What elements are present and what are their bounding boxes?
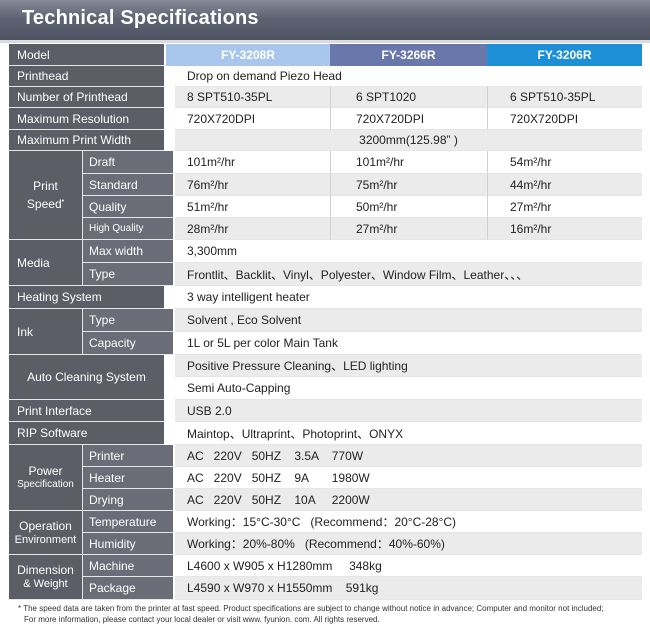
ink-capacity-label: Capacity xyxy=(82,332,173,355)
page-title: Technical Specifications xyxy=(22,7,259,29)
operation-label-line1: Operation xyxy=(19,518,72,533)
header-shine xyxy=(0,0,650,18)
model-label: Model xyxy=(9,44,164,66)
print-speed-label: Print Speed• xyxy=(9,151,82,240)
operation-temp-label: Temperature xyxy=(82,511,173,533)
dimension-label-line2: & Weight xyxy=(23,578,68,590)
footnote-line-1: * The speed data are taken from the prin… xyxy=(18,604,604,613)
dimension-label-line1: Dimension xyxy=(17,563,74,577)
rip-label: RIP Software xyxy=(9,422,164,445)
print-speed-value: 27m²/hr xyxy=(330,218,487,240)
print-speed-value: 51m²/hr xyxy=(175,196,330,218)
media-max-width-value: 3,300mm xyxy=(175,240,642,263)
media-label: Media xyxy=(9,240,82,286)
footnote: * The speed data are taken from the prin… xyxy=(18,603,638,625)
num-printhead-2: 6 SPT1020 xyxy=(330,87,487,108)
model-row: Model FY-3208R FY-3266R FY-3206R xyxy=(9,44,642,66)
print-speed-value: 101m²/hr xyxy=(175,151,330,174)
heating-label: Heating System xyxy=(9,286,164,309)
printhead-value: Drop on demand Piezo Head xyxy=(175,66,642,87)
print-speed-value: 16m²/hr xyxy=(487,218,642,240)
power-label-line1: Power xyxy=(28,463,63,478)
print-interface-label: Print Interface xyxy=(9,400,164,422)
header-bar: Technical Specifications xyxy=(0,0,650,43)
model-col-1: FY-3208R xyxy=(166,44,330,66)
print-speed-mode-label: High Quality xyxy=(82,218,173,240)
max-resolution-1: 720X720DPI xyxy=(175,108,330,130)
media-type-value: Frontlit、Backlit、Vinyl、Polyester、Window … xyxy=(175,263,642,286)
num-printhead-label: Number of Printhead xyxy=(9,87,164,108)
media-max-width-label: Max width xyxy=(82,240,173,263)
max-resolution-2: 720X720DPI xyxy=(330,108,487,130)
print-speed-mode-label: Draft xyxy=(82,151,173,174)
print-speed-value: 76m²/hr xyxy=(175,174,330,196)
ink-label: Ink xyxy=(9,309,82,355)
max-print-width-value: 3200mm(125.98” ) xyxy=(175,130,642,151)
dimension-machine-label: Machine xyxy=(82,555,173,577)
max-resolution-label: Maximum Resolution xyxy=(9,108,164,130)
print-speed-mode-label: Quality xyxy=(82,196,173,218)
rip-value: Maintop、Ultraprint、Photoprint、ONYX xyxy=(175,422,642,445)
auto-cleaning-label: Auto Cleaning System xyxy=(9,355,164,400)
dimension-package-label: Package xyxy=(82,577,173,600)
print-speed-value: 54m²/hr xyxy=(487,151,642,174)
speed-footnote-mark: • xyxy=(61,198,65,205)
power-printer-value: AC 220V 50HZ 3.5A 770W xyxy=(175,445,642,467)
power-drying-value: AC 220V 50HZ 10A 2200W xyxy=(175,489,642,511)
print-speed-label-line2: Speed• xyxy=(27,194,64,212)
max-resolution-3: 720X720DPI xyxy=(487,108,642,130)
heating-value: 3 way intelligent heater xyxy=(175,286,642,309)
model-col-2: FY-3266R xyxy=(330,44,487,66)
printhead-label: Printhead xyxy=(9,66,164,87)
num-printhead-1: 8 SPT510-35PL xyxy=(175,87,330,108)
operation-temp-value: Working：15°C-30°C (Recommend：20°C-28°C) xyxy=(175,511,642,533)
power-drying-label: Drying xyxy=(82,489,173,511)
power-heater-label: Heater xyxy=(82,467,173,489)
ink-type-label: Type xyxy=(82,309,173,332)
power-printer-label: Printer xyxy=(82,445,173,467)
dimension-package-value: L4590 x W970 x H1550mm 591kg xyxy=(175,577,642,600)
dimension-label: Dimension & Weight xyxy=(9,555,82,600)
operation-label: Operation Environment xyxy=(9,511,82,555)
print-speed-value: 28m²/hr xyxy=(175,218,330,240)
ink-capacity-value: 1L or 5L per color Main Tank xyxy=(175,332,642,355)
footnote-line-2: For more information, please contact you… xyxy=(24,615,380,624)
print-interface-value: USB 2.0 xyxy=(175,400,642,422)
num-printhead-3: 6 SPT510-35PL xyxy=(487,87,642,108)
power-heater-value: AC 220V 50HZ 9A 1980W xyxy=(175,467,642,489)
dimension-machine-value: L4600 x W905 x H1280mm 348kg xyxy=(175,555,642,577)
power-label-line2: Specification xyxy=(17,478,74,490)
print-speed-value: 27m²/hr xyxy=(487,196,642,218)
operation-humidity-value: Working：20%-80% (Recommend：40%-60%) xyxy=(175,533,642,555)
auto-cleaning-value-1: Positive Pressure Cleaning、LED lighting xyxy=(175,355,642,377)
print-speed-mode-label: Standard xyxy=(82,174,173,196)
print-speed-value: 44m²/hr xyxy=(487,174,642,196)
print-speed-label-text: Speed xyxy=(26,197,62,211)
print-speed-value: 101m²/hr xyxy=(330,151,487,174)
max-print-width-label: Maximum Print Width xyxy=(9,130,164,151)
power-label: Power Specification xyxy=(9,445,82,511)
operation-humidity-label: Humidity xyxy=(82,533,173,555)
print-speed-value: 50m²/hr xyxy=(330,196,487,218)
model-col-3: FY-3206R xyxy=(487,44,642,66)
print-speed-label-line1: Print xyxy=(33,179,58,193)
media-type-label: Type xyxy=(82,263,173,286)
ink-type-value: Solvent , Eco Solvent xyxy=(175,309,642,332)
operation-label-line2: Environment xyxy=(14,533,77,546)
print-speed-value: 75m²/hr xyxy=(330,174,487,196)
auto-cleaning-value-2: Semi Auto-Capping xyxy=(175,377,642,400)
